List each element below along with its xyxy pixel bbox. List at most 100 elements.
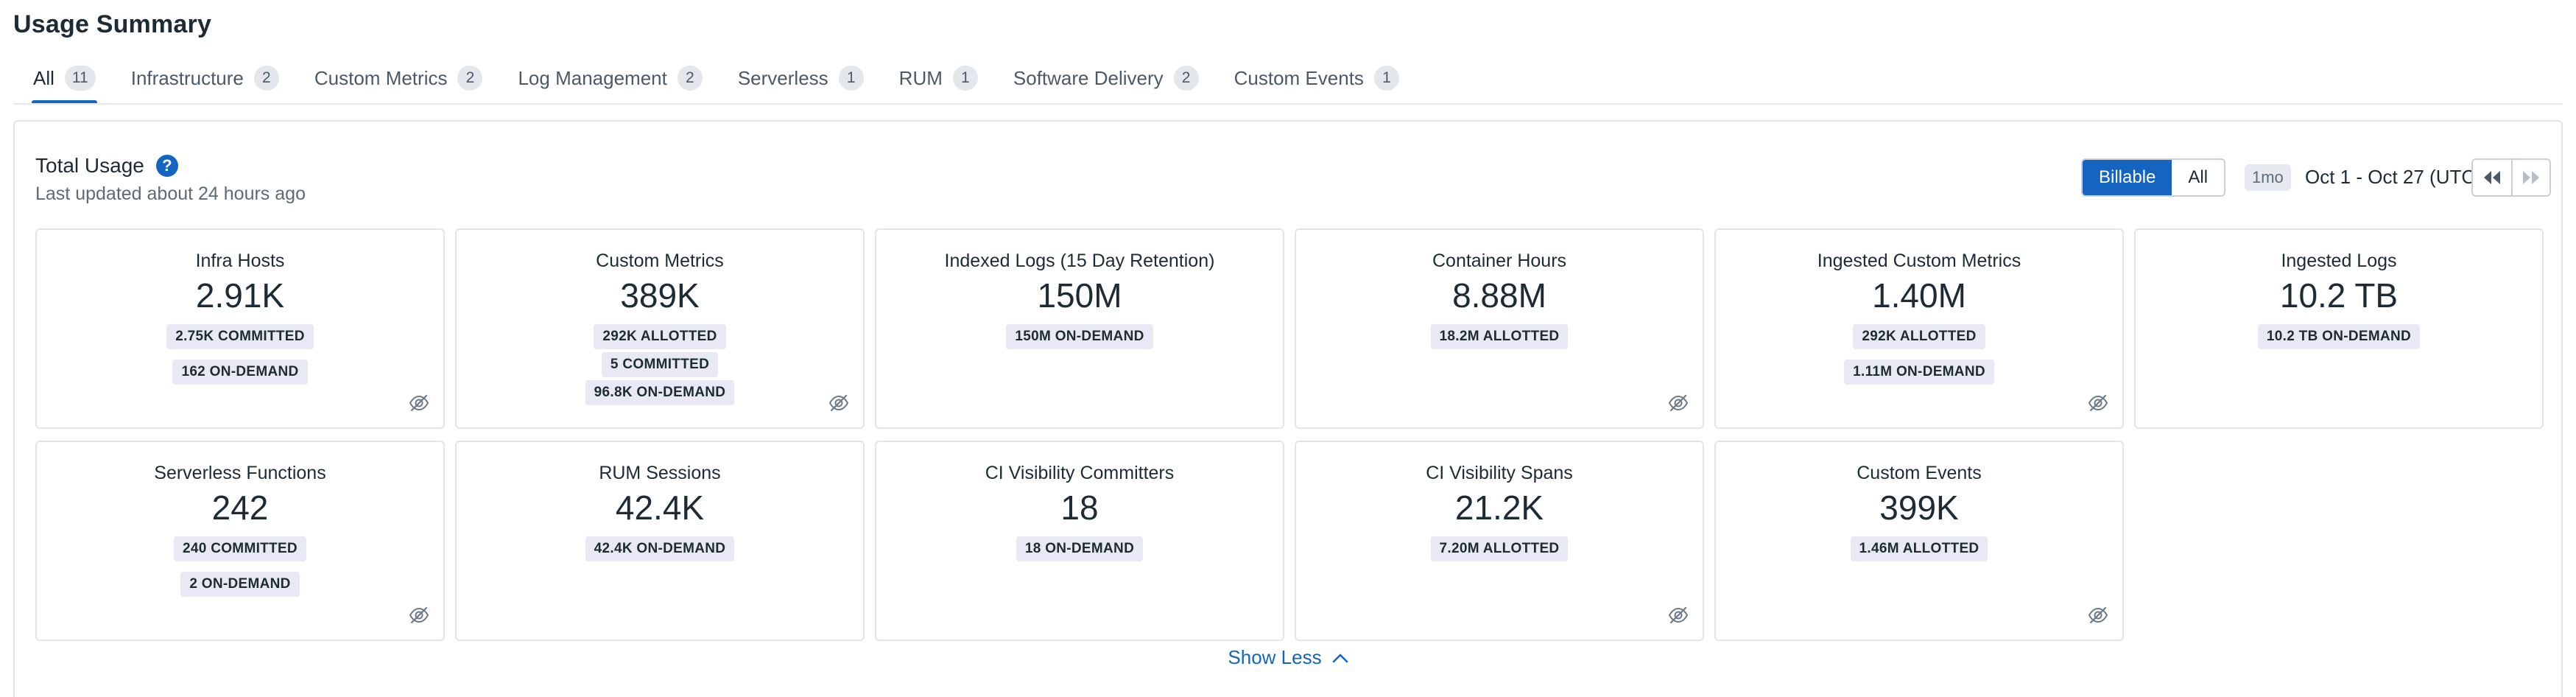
- usage-card: CI Visibility Committers 18 18 ON-DEMAND: [875, 441, 1284, 641]
- card-badges: 292K ALLOTTED 5 COMMITTED 96.8K ON-DEMAND: [457, 324, 863, 405]
- tab-custom-events[interactable]: Custom Events 1: [1234, 60, 1399, 96]
- last-updated-text: Last updated about 24 hours ago: [35, 183, 306, 204]
- card-badges: 240 COMMITTED 2 ON-DEMAND: [37, 536, 443, 597]
- all-toggle-button[interactable]: All: [2172, 160, 2225, 195]
- usage-tabs: All 11 Infrastructure 2 Custom Metrics 2 Log M…: [32, 60, 1435, 105]
- tab-count-badge: 2: [1173, 66, 1199, 91]
- tab-count-badge: 11: [64, 66, 96, 91]
- card-title: Serverless Functions: [154, 463, 326, 483]
- billable-toggle-button[interactable]: Billable: [2083, 160, 2172, 195]
- card-value: 21.2K: [1454, 488, 1544, 527]
- card-value: 1.40M: [1872, 276, 1966, 315]
- usage-badge: 292K ALLOTTED: [594, 324, 726, 349]
- page-title: Usage Summary: [13, 10, 212, 38]
- next-period-button[interactable]: [2511, 160, 2549, 195]
- card-badges: 150M ON-DEMAND: [876, 324, 1283, 349]
- card-title: RUM Sessions: [599, 463, 721, 483]
- tab-count-badge: 2: [253, 66, 279, 91]
- tab-label: Custom Metrics: [314, 66, 448, 89]
- card-badges: 2.75K COMMITTED 162 ON-DEMAND: [37, 324, 443, 385]
- usage-badge: 42.4K ON-DEMAND: [585, 536, 735, 561]
- usage-badge: 7.20M ALLOTTED: [1430, 536, 1569, 561]
- tab-count-badge: 1: [838, 66, 864, 91]
- eye-slash-icon[interactable]: [408, 604, 430, 626]
- eye-slash-icon[interactable]: [2087, 392, 2109, 414]
- tab-label: Serverless: [737, 66, 828, 89]
- total-usage-panel: Total Usage ? Last updated about 24 hour…: [13, 120, 2563, 697]
- tab-label: Infrastructure: [130, 66, 244, 89]
- tab-all[interactable]: All 11: [32, 60, 97, 105]
- usage-badge: 10.2 TB ON-DEMAND: [2257, 324, 2421, 349]
- card-value: 42.4K: [615, 488, 705, 527]
- panel-title-row: Total Usage ?: [35, 154, 178, 178]
- card-badges: 292K ALLOTTED 1.11M ON-DEMAND: [1716, 324, 2122, 385]
- usage-badge: 5 COMMITTED: [601, 352, 719, 377]
- eye-slash-icon[interactable]: [828, 392, 850, 414]
- eye-slash-icon[interactable]: [1667, 392, 1689, 414]
- card-badges: 18.2M ALLOTTED: [1296, 324, 1703, 349]
- eye-slash-icon[interactable]: [2087, 604, 2109, 626]
- usage-badge: 18 ON-DEMAND: [1016, 536, 1144, 561]
- card-badges: 42.4K ON-DEMAND: [457, 536, 863, 561]
- usage-card: Container Hours 8.88M 18.2M ALLOTTED: [1295, 228, 1704, 429]
- card-title: CI Visibility Spans: [1426, 463, 1573, 483]
- card-title: Ingested Logs: [2281, 251, 2397, 271]
- card-badges: 10.2 TB ON-DEMAND: [2136, 324, 2542, 349]
- date-range-label: Oct 1 - Oct 27 (UTC): [2305, 166, 2482, 188]
- usage-badge: 162 ON-DEMAND: [172, 360, 308, 385]
- card-badges: 18 ON-DEMAND: [876, 536, 1283, 561]
- card-badges: 1.46M ALLOTTED: [1716, 536, 2122, 561]
- usage-badge: 2.75K COMMITTED: [166, 324, 314, 349]
- card-badges: 7.20M ALLOTTED: [1296, 536, 1703, 561]
- rewind-icon: [2484, 171, 2500, 184]
- tab-serverless[interactable]: Serverless 1: [738, 60, 864, 96]
- fast-forward-icon: [2523, 171, 2539, 184]
- tab-label: All: [33, 66, 54, 89]
- card-value: 399K: [1879, 488, 1959, 527]
- eye-slash-icon[interactable]: [408, 392, 430, 414]
- show-less-button[interactable]: Show Less: [15, 646, 2561, 669]
- card-value: 18: [1060, 488, 1099, 527]
- usage-card: Indexed Logs (15 Day Retention) 150M 150M …: [875, 228, 1284, 429]
- billable-toggle-group: Billable All: [2081, 158, 2226, 197]
- card-title: Container Hours: [1432, 251, 1567, 271]
- panel-title: Total Usage: [35, 154, 144, 177]
- usage-badge: 240 COMMITTED: [174, 536, 306, 561]
- eye-slash-icon[interactable]: [1667, 604, 1689, 626]
- previous-period-button[interactable]: [2473, 160, 2511, 195]
- usage-card: Custom Metrics 389K 292K ALLOTTED 5 COMMITT…: [455, 228, 865, 429]
- tabs-divider: [13, 103, 2563, 105]
- card-title: Custom Metrics: [596, 251, 724, 271]
- tab-infrastructure[interactable]: Infrastructure 2: [131, 60, 279, 96]
- card-value: 389K: [620, 276, 700, 315]
- card-title: CI Visibility Committers: [985, 463, 1175, 483]
- question-circle-icon[interactable]: ?: [155, 155, 178, 177]
- show-less-label: Show Less: [1228, 646, 1322, 668]
- card-title: Indexed Logs (15 Day Retention): [944, 251, 1215, 271]
- tab-label: Software Delivery: [1013, 66, 1164, 89]
- tab-label: Custom Events: [1234, 66, 1364, 89]
- usage-badge: 292K ALLOTTED: [1853, 324, 1985, 349]
- usage-badge: 96.8K ON-DEMAND: [585, 380, 735, 405]
- usage-card: Infra Hosts 2.91K 2.75K COMMITTED 162 ON-DE…: [35, 228, 445, 429]
- tab-label: Log Management: [518, 66, 667, 89]
- card-value: 8.88M: [1452, 276, 1546, 315]
- tab-label: RUM: [898, 66, 943, 89]
- usage-badge: 1.11M ON-DEMAND: [1844, 360, 1994, 385]
- card-value: 150M: [1037, 276, 1122, 315]
- usage-card: RUM Sessions 42.4K 42.4K ON-DEMAND: [455, 441, 865, 641]
- tab-software-delivery[interactable]: Software Delivery 2: [1013, 60, 1199, 96]
- tab-log-management[interactable]: Log Management 2: [518, 60, 703, 96]
- chevron-up-icon: [1332, 654, 1348, 662]
- tab-count-badge: 2: [677, 66, 703, 91]
- usage-card: CI Visibility Spans 21.2K 7.20M ALLOTTED: [1295, 441, 1704, 641]
- card-value: 2.91K: [195, 276, 285, 315]
- tab-count-badge: 1: [1373, 66, 1399, 91]
- usage-card: Ingested Custom Metrics 1.40M 292K ALLOTTE…: [1714, 228, 2124, 429]
- tab-custom-metrics[interactable]: Custom Metrics 2: [314, 60, 483, 96]
- tab-rum[interactable]: RUM 1: [899, 60, 978, 96]
- usage-card: Custom Events 399K 1.46M ALLOTTED: [1714, 441, 2124, 641]
- usage-badge: 150M ON-DEMAND: [1006, 324, 1153, 349]
- usage-badge: 18.2M ALLOTTED: [1430, 324, 1569, 349]
- time-range-chip[interactable]: 1mo: [2245, 164, 2291, 191]
